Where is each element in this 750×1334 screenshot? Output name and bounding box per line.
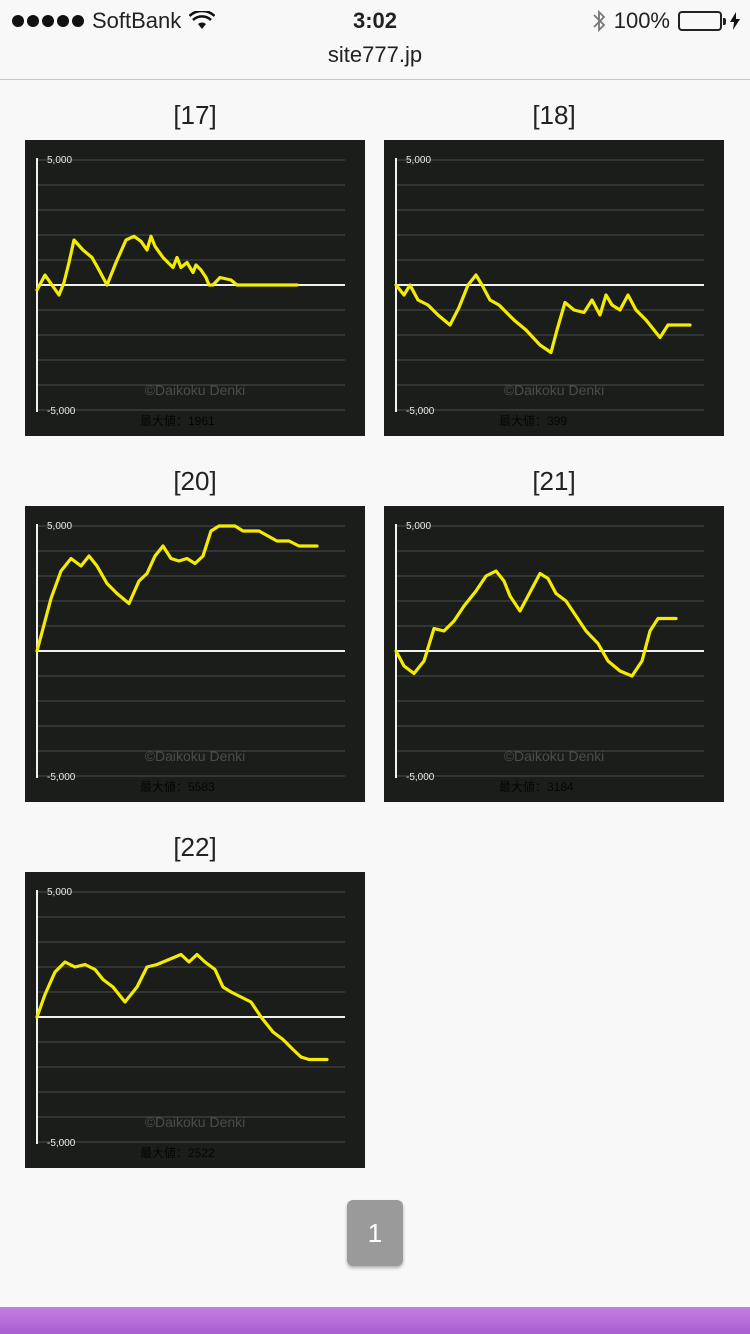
slump-graph-svg: 5,000 -5,000 ©Daikoku Denki 最大値：1961 (35, 155, 345, 428)
chart-label: [20] (173, 466, 217, 496)
y-tick-top: 5,000 (406, 521, 431, 532)
max-value-label: 最大値：399 (499, 413, 567, 428)
battery-icon (678, 11, 726, 31)
chart-label: [18] (532, 100, 576, 130)
slump-graph-svg: 5,000 -5,000 ©Daikoku Denki 最大値：3184 (394, 521, 704, 794)
series-line (394, 273, 692, 355)
page-number: 1 (367, 1217, 383, 1248)
footer-bar (0, 1307, 750, 1334)
charging-icon (730, 12, 740, 30)
battery-percentage: 100% (613, 8, 670, 33)
watermark: ©Daikoku Denki (145, 1114, 246, 1130)
chart-label: [22] (173, 832, 217, 862)
bluetooth-icon (593, 9, 605, 33)
carrier-info: SoftBank (12, 8, 216, 34)
page-button[interactable]: 1 (347, 1200, 403, 1266)
url-bar[interactable]: site777.jp (0, 40, 750, 80)
status-bar: SoftBank 3:02 100% (0, 0, 750, 40)
max-value-label: 最大値：2522 (140, 1145, 215, 1160)
series-line (35, 234, 299, 297)
status-right: 100% (592, 8, 740, 34)
slump-graph[interactable]: 5,000 -5,000 ©Daikoku Denki 最大値：5583 (25, 506, 365, 802)
y-tick-top: 5,000 (47, 887, 72, 898)
max-value-label: 最大値：1961 (140, 413, 215, 428)
series-line (35, 952, 329, 1062)
clock: 3:02 (352, 8, 398, 33)
y-tick-bottom: -5,000 (47, 406, 76, 417)
y-tick-top: 5,000 (47, 155, 72, 166)
chart-label: [17] (173, 100, 217, 130)
slump-graph-svg: 5,000 -5,000 ©Daikoku Denki 最大値：5583 (35, 521, 345, 794)
wifi-icon (189, 11, 216, 29)
y-tick-bottom: -5,000 (47, 772, 76, 783)
series-line (394, 569, 678, 678)
y-tick-top: 5,000 (47, 521, 72, 532)
slump-graph[interactable]: 5,000 -5,000 ©Daikoku Denki 最大値：399 (384, 140, 724, 436)
y-tick-bottom: -5,000 (406, 406, 435, 417)
max-value-label: 最大値：3184 (499, 779, 574, 794)
chart-label: [21] (532, 466, 576, 496)
y-tick-bottom: -5,000 (47, 1138, 76, 1149)
y-tick-top: 5,000 (406, 155, 431, 166)
signal-strength-icon (12, 15, 84, 27)
slump-graph[interactable]: 5,000 -5,000 ©Daikoku Denki 最大値：3184 (384, 506, 724, 802)
watermark: ©Daikoku Denki (504, 382, 605, 398)
y-tick-bottom: -5,000 (406, 772, 435, 783)
watermark: ©Daikoku Denki (145, 748, 246, 764)
max-value-label: 最大値：5583 (140, 779, 215, 794)
carrier-name: SoftBank (92, 8, 182, 33)
series-line (35, 524, 319, 653)
watermark: ©Daikoku Denki (504, 748, 605, 764)
watermark: ©Daikoku Denki (145, 382, 246, 398)
slump-graph[interactable]: 5,000 -5,000 ©Daikoku Denki 最大値：2522 (25, 872, 365, 1168)
slump-graph-svg: 5,000 -5,000 ©Daikoku Denki 最大値：399 (394, 155, 704, 428)
slump-graph-svg: 5,000 -5,000 ©Daikoku Denki 最大値：2522 (35, 887, 345, 1160)
url-domain: site777.jp (327, 42, 423, 67)
slump-graph[interactable]: 5,000 -5,000 ©Daikoku Denki 最大値：1961 (25, 140, 365, 436)
